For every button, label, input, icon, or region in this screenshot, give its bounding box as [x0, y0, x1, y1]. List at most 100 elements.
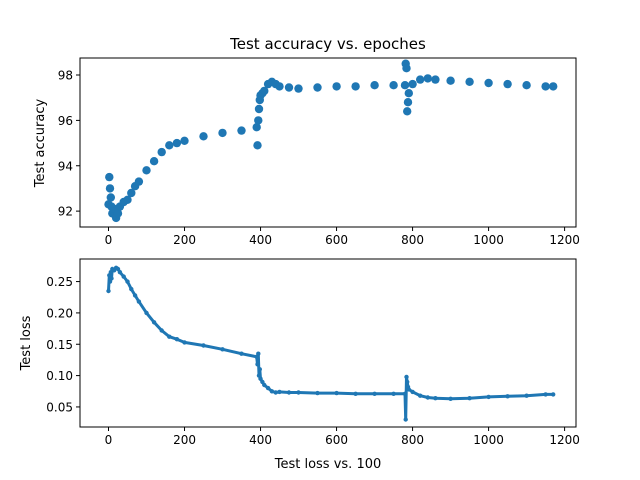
loss-data-point — [406, 387, 411, 392]
accuracy-data-point — [404, 89, 413, 98]
loss-data-point — [121, 274, 126, 279]
accuracy-data-point — [254, 116, 263, 125]
accuracy-data-point — [105, 184, 115, 193]
accuracy-data-point — [134, 177, 144, 186]
loss-x-tick-label: 600 — [325, 433, 348, 447]
loss-data-point — [334, 390, 339, 396]
accuracy-data-point — [237, 126, 246, 135]
accuracy-data-point — [465, 77, 474, 87]
accuracy-data-point — [165, 141, 174, 150]
loss-y-tick-label: 0.25 — [46, 275, 73, 289]
accuracy-plot-area: 0 200 400 600 800 1000 1200 92 94 96 98 — [58, 59, 580, 247]
accuracy-data-point — [351, 82, 360, 91]
accuracy-y-tick-label: 94 — [58, 159, 73, 173]
loss-y-tick-label: 0.20 — [46, 306, 73, 320]
loss-data-point — [372, 391, 377, 396]
accuracy-data-point — [549, 82, 558, 91]
loss-data-point — [265, 385, 271, 391]
loss-x-tick-label: 400 — [249, 433, 272, 447]
accuracy-data-point — [199, 132, 208, 141]
loss-data-point — [239, 351, 244, 356]
loss-data-point — [151, 320, 157, 325]
accuracy-subplot: Test accuracy vs. epoches Test accuracy … — [33, 35, 580, 247]
loss-data-point — [486, 394, 491, 400]
accuracy-data-point — [294, 84, 303, 93]
loss-data-point — [167, 334, 172, 339]
loss-data-point — [174, 337, 180, 342]
accuracy-data-point — [172, 138, 182, 148]
loss-data-point — [273, 390, 278, 395]
accuracy-data-point — [284, 83, 294, 92]
loss-data-point — [391, 391, 396, 396]
accuracy-data-point — [105, 172, 114, 182]
accuracy-data-point — [503, 79, 512, 89]
loss-x-axis-label: Test loss vs. 100 — [274, 457, 382, 472]
loss-data-point — [255, 362, 260, 367]
loss-subplot: Test loss Test loss vs. 100 0 200 400 600 80… — [19, 258, 580, 472]
loss-data-point — [467, 396, 472, 401]
accuracy-data-point — [313, 83, 322, 92]
loss-axes-frame — [79, 258, 577, 428]
loss-plot-area: 0 200 400 600 800 1000 1200 0.05 0.10 0.15 0.20 0.2… — [46, 265, 580, 447]
accuracy-data-point — [113, 209, 123, 218]
accuracy-data-point — [180, 136, 189, 145]
accuracy-data-point — [123, 195, 132, 204]
accuracy-data-point — [446, 76, 455, 85]
loss-data-point — [256, 351, 261, 356]
accuracy-data-point — [522, 81, 531, 90]
accuracy-x-tick-label: 800 — [401, 233, 424, 247]
loss-data-point — [269, 389, 275, 394]
accuracy-data-point — [408, 79, 417, 89]
loss-data-point — [315, 390, 320, 396]
accuracy-data-point — [260, 86, 269, 96]
loss-x-tick-label: 200 — [173, 433, 196, 447]
accuracy-axes-frame — [79, 57, 577, 228]
accuracy-data-point — [252, 123, 261, 132]
accuracy-x-tick-label: 0 — [105, 233, 113, 247]
accuracy-data-point — [142, 166, 151, 175]
accuracy-x-tick-label: 1000 — [473, 233, 504, 247]
loss-x-tick-label: 1000 — [473, 433, 504, 447]
loss-x-tick-label: 0 — [105, 433, 113, 447]
loss-x-tick-label: 1200 — [549, 433, 580, 447]
accuracy-data-point — [106, 193, 116, 202]
loss-data-point — [132, 293, 138, 298]
loss-y-tick-label: 0.15 — [46, 338, 73, 352]
accuracy-data-point — [332, 82, 341, 91]
accuracy-y-tick-label: 96 — [58, 114, 73, 128]
loss-data-point — [551, 392, 556, 397]
accuracy-data-point — [423, 74, 432, 83]
accuracy-data-point — [400, 81, 410, 90]
loss-data-point — [257, 367, 262, 372]
loss-data-point — [182, 340, 187, 345]
loss-data-point — [296, 390, 301, 395]
accuracy-data-point — [370, 81, 379, 90]
accuracy-data-point — [275, 82, 284, 91]
accuracy-data-point — [416, 75, 425, 84]
loss-y-tick-label: 0.10 — [46, 369, 73, 383]
accuracy-title: Test accuracy vs. epoches — [229, 35, 426, 53]
loss-y-tick-label: 0.05 — [46, 400, 73, 414]
accuracy-data-point — [484, 78, 493, 88]
accuracy-x-tick-label: 1200 — [549, 233, 580, 247]
loss-data-point — [286, 390, 292, 395]
loss-data-point — [136, 299, 142, 304]
accuracy-data-point — [431, 75, 440, 84]
loss-data-point — [524, 393, 529, 398]
loss-data-point — [277, 389, 282, 395]
accuracy-y-axis-label: Test accuracy — [33, 99, 48, 189]
loss-data-point — [125, 279, 130, 284]
loss-data-point — [418, 393, 423, 398]
loss-data-point — [115, 266, 121, 272]
accuracy-data-point — [402, 63, 411, 73]
accuracy-data-point — [389, 81, 398, 90]
accuracy-data-point — [149, 157, 159, 166]
accuracy-data-point — [403, 107, 412, 116]
loss-y-axis-label: Test loss — [19, 315, 34, 371]
accuracy-data-point — [254, 104, 264, 114]
accuracy-data-point — [403, 98, 413, 107]
loss-data-point — [410, 389, 415, 395]
loss-data-point — [448, 396, 453, 401]
loss-data-point — [258, 376, 263, 381]
